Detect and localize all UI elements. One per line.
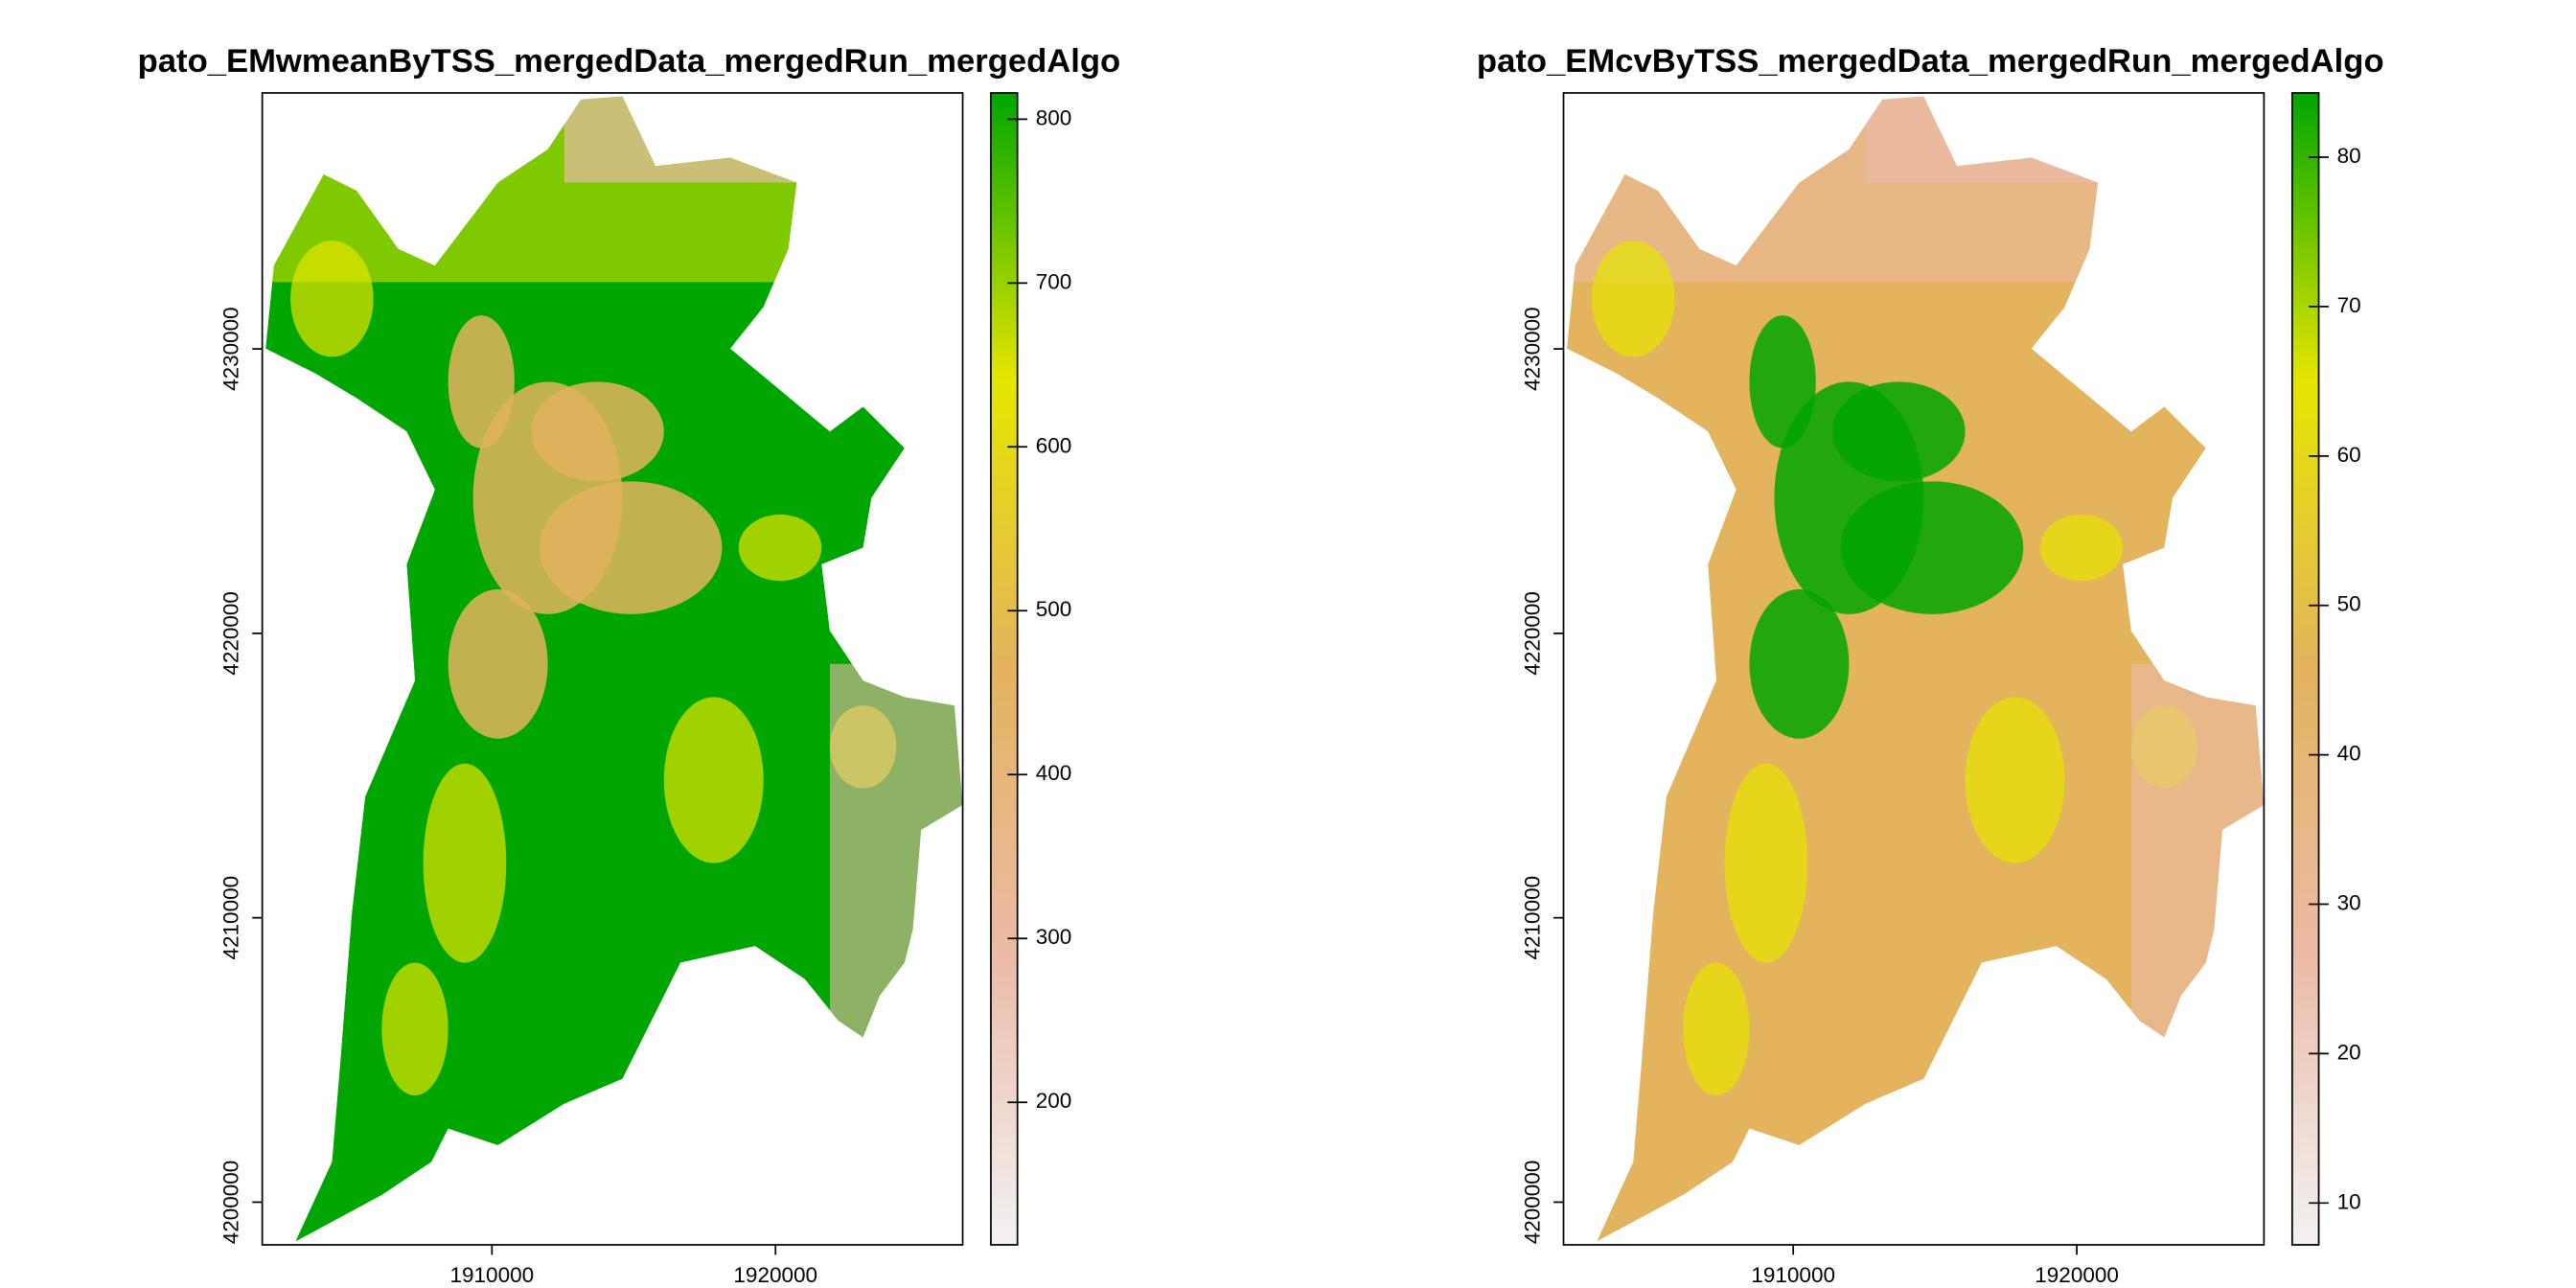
colorbar-tick-label: 30: [2337, 890, 2361, 914]
raster: [1566, 96, 2265, 1242]
raster-fringe: [1865, 96, 2115, 183]
raster-patch: [381, 962, 448, 1096]
chart-title: pato_EMcvByTSS_mergedData_mergedRun_merg…: [1477, 43, 2384, 80]
raster-patch: [1724, 763, 1808, 963]
y-tick-label: 4220000: [218, 591, 242, 676]
map-panel: pato_EMcvByTSS_mergedData_mergedRun_merg…: [1477, 43, 2384, 1287]
colorbar-tick-label: 500: [1036, 597, 1072, 621]
raster-patch: [1840, 481, 2024, 614]
raster-patch: [448, 315, 515, 448]
raster-patch: [663, 697, 764, 863]
y-tick-label: 4210000: [1520, 876, 1544, 960]
plot-frame: [261, 92, 964, 1246]
colorbar-tick-label: 60: [2337, 443, 2361, 467]
colorbar-tick-label: 40: [2337, 742, 2361, 766]
colorbar-tick-label: 20: [2337, 1040, 2361, 1064]
raster-patch: [1965, 697, 2065, 863]
raster-patch: [290, 241, 374, 357]
colorbar-tick-label: 200: [1036, 1089, 1072, 1113]
raster-fringe: [2130, 663, 2265, 1046]
colorbar-tick-label: 600: [1036, 433, 1072, 457]
x-tick-label: 1920000: [733, 1263, 817, 1287]
colorbar: [2290, 92, 2320, 1246]
raster-patch: [448, 588, 548, 739]
raster-fringe: [564, 96, 814, 183]
y-tick-label: 4220000: [1520, 591, 1544, 676]
colorbar-tick-label: 70: [2337, 293, 2361, 317]
raster-area: [1566, 96, 2265, 1242]
raster-patch: [539, 481, 723, 614]
colorbar-tick-label: 10: [2337, 1189, 2361, 1213]
colorbar-tick-label: 300: [1036, 925, 1072, 949]
colorbar-tick-label: 50: [2337, 592, 2361, 616]
raster-fringe: [829, 663, 963, 1046]
y-tick-label: 4200000: [1520, 1161, 1544, 1245]
plot-frame: [1562, 92, 2266, 1246]
x-tick-label: 1910000: [450, 1263, 535, 1287]
x-tick-label: 1910000: [1751, 1263, 1835, 1287]
x-tick-label: 1920000: [2035, 1263, 2119, 1287]
colorbar-tick-label: 400: [1036, 761, 1072, 785]
raster-patch: [738, 514, 822, 582]
colorbar-tick-label: 700: [1036, 269, 1072, 293]
raster-patch: [1749, 588, 1850, 739]
y-tick-label: 4200000: [218, 1161, 242, 1245]
y-tick-label: 4210000: [218, 876, 242, 960]
raster-patch: [1749, 315, 1816, 448]
y-tick-label: 4230000: [218, 307, 242, 391]
raster-patch: [423, 763, 507, 963]
colorbar-tick-label: 800: [1036, 105, 1072, 129]
raster-patch: [531, 381, 664, 482]
raster-patch: [1683, 962, 1750, 1096]
raster-patch: [1591, 241, 1675, 357]
raster-patch: [1832, 381, 1966, 482]
chart-title: pato_EMwmeanByTSS_mergedData_mergedRun_m…: [138, 43, 1121, 80]
raster: [265, 96, 963, 1242]
map-panel: pato_EMwmeanByTSS_mergedData_mergedRun_m…: [138, 43, 1121, 1287]
colorbar-tick-label: 80: [2337, 144, 2361, 168]
colorbar: [990, 92, 1019, 1246]
raster-patch: [2039, 514, 2124, 582]
y-tick-label: 4230000: [1520, 307, 1544, 391]
raster-area: [265, 96, 963, 1242]
